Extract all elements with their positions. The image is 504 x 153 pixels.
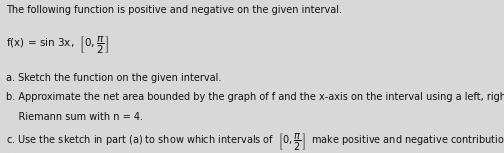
Text: b. Approximate the net area bounded by the graph of f and the x-axis on the inte: b. Approximate the net area bounded by t… <box>6 92 504 102</box>
Text: f(x) = sin 3x,  $\left[0,\dfrac{\pi}{2}\right]$: f(x) = sin 3x, $\left[0,\dfrac{\pi}{2}\r… <box>6 35 109 56</box>
Text: a. Sketch the function on the given interval.: a. Sketch the function on the given inte… <box>6 73 221 83</box>
Text: c. Use the sketch in part (a) to show which intervals of  $\left[0,\dfrac{\pi}{2: c. Use the sketch in part (a) to show wh… <box>6 132 504 153</box>
Text: Riemann sum with n = 4.: Riemann sum with n = 4. <box>6 112 143 122</box>
Text: The following function is positive and negative on the given interval.: The following function is positive and n… <box>6 5 342 15</box>
Text: area.: area. <box>6 151 31 153</box>
